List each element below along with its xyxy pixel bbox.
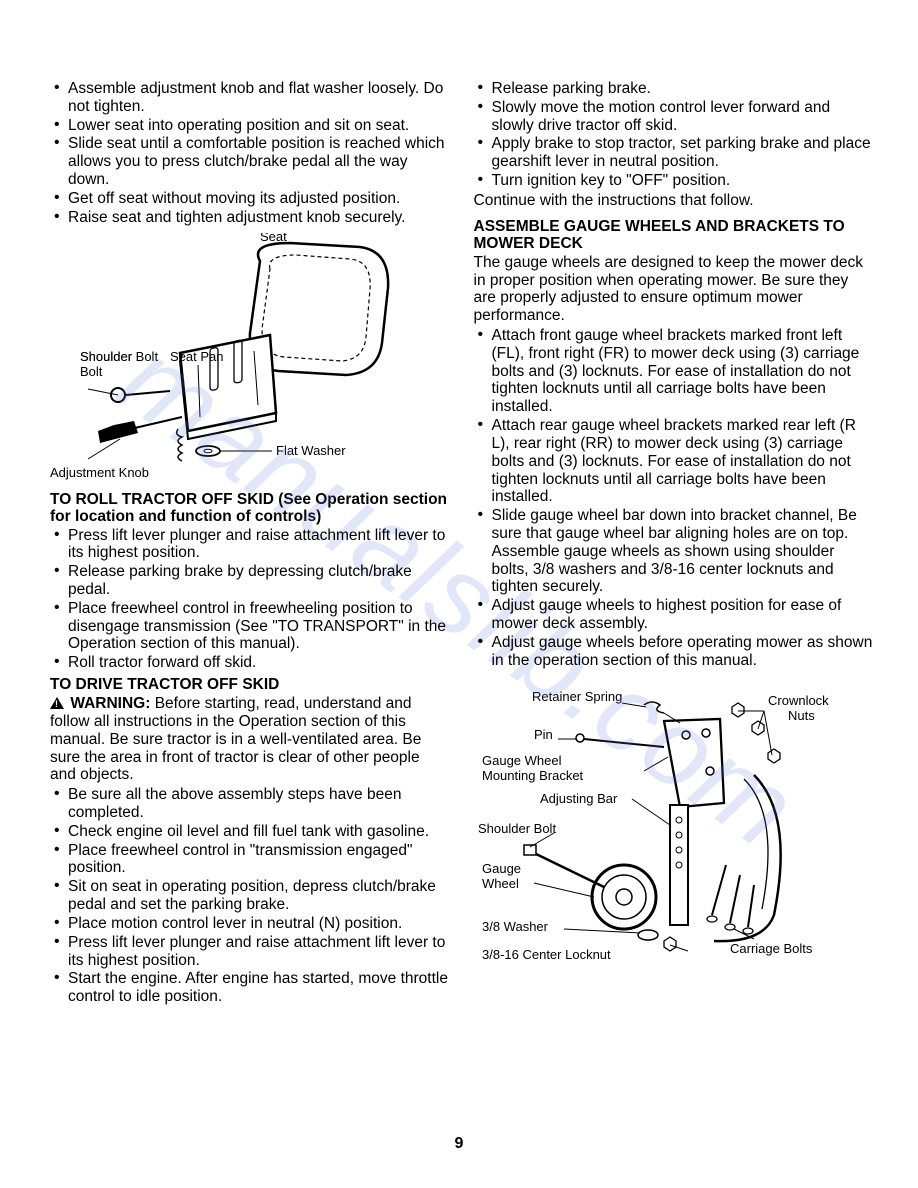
list-item: Lower seat into operating position and s… [50, 117, 450, 135]
diagram-label: Adjusting Bar [540, 791, 618, 806]
diagram-label: Retainer Spring [532, 689, 622, 704]
gauge-wheel-diagram: Retainer Spring Crownlock Nuts Pin Gauge… [474, 675, 874, 965]
heading-gauge-wheels: ASSEMBLE GAUGE WHEELS AND BRACKETS TO MO… [474, 218, 874, 252]
diagram-label: 3/8-16 Center Locknut [482, 947, 611, 962]
list-item: Place motion control lever in neutral (N… [50, 915, 450, 933]
heading-roll-skid: TO ROLL TRACTOR OFF SKID (See Operation … [50, 491, 450, 525]
manual-page: manualslib.com Assemble adjustment knob … [0, 0, 918, 1188]
list-item: Release parking brake by depressing clut… [50, 563, 450, 599]
list-item: Sit on seat in operating position, depre… [50, 878, 450, 914]
list-item: Attach front gauge wheel brackets marked… [474, 327, 874, 416]
warning-paragraph: WARNING: Before starting, read, understa… [50, 695, 450, 784]
list-item: Slide gauge wheel bar down into bracket … [474, 507, 874, 596]
diagram-label: Seat Pan [170, 349, 224, 364]
list-item: Check engine oil level and fill fuel tan… [50, 823, 450, 841]
list-item: Adjust gauge wheels to highest position … [474, 597, 874, 633]
list-item: Roll tractor forward off skid. [50, 654, 450, 672]
list-item: Adjust gauge wheels before operating mow… [474, 634, 874, 670]
drive-skid-list: Be sure all the above assembly steps hav… [50, 786, 450, 1006]
diagram-label: Pin [534, 727, 553, 742]
list-item: Press lift lever plunger and raise attac… [50, 527, 450, 563]
page-number: 9 [0, 1135, 918, 1153]
list-item: Release parking brake. [474, 80, 874, 98]
diagram-label: Gauge Wheel [482, 753, 562, 768]
list-item: Attach rear gauge wheel brackets marked … [474, 417, 874, 506]
diagram-label: Crownlock [768, 693, 829, 708]
list-item: Press lift lever plunger and raise attac… [50, 934, 450, 970]
list-item: Start the engine. After engine has start… [50, 970, 450, 1006]
drive-continuation-list: Release parking brake. Slowly move the m… [474, 80, 874, 190]
list-item: Place freewheel control in freewheeling … [50, 600, 450, 653]
diagram-label: Shoulder [80, 349, 133, 364]
diagram-label: Mounting Bracket [482, 768, 584, 783]
warning-triangle-icon [50, 697, 64, 709]
two-column-layout: Assemble adjustment knob and flat washer… [50, 80, 873, 1008]
list-item: Place freewheel control in "transmission… [50, 842, 450, 878]
list-item: Slide seat until a comfortable position … [50, 135, 450, 188]
assemble-seat-list: Assemble adjustment knob and flat washer… [50, 80, 450, 227]
list-item: Slowly move the motion control lever for… [474, 99, 874, 135]
list-item: Apply brake to stop tractor, set parking… [474, 135, 874, 171]
list-item: Raise seat and tighten adjustment knob s… [50, 209, 450, 227]
list-item: Turn ignition key to "OFF" position. [474, 172, 874, 190]
right-column: Release parking brake. Slowly move the m… [474, 80, 874, 1008]
heading-drive-skid: TO DRIVE TRACTOR OFF SKID [50, 676, 450, 693]
diagram-label: Bolt [80, 364, 103, 379]
diagram-label: Adjustment Knob [50, 465, 149, 480]
seat-diagram: Seat Shoulder Bolt Shoulder Bolt Seat Pa… [50, 233, 450, 483]
diagram-label: Shoulder Bolt [478, 821, 556, 836]
continue-line: Continue with the instructions that foll… [474, 192, 874, 210]
roll-skid-list: Press lift lever plunger and raise attac… [50, 527, 450, 673]
left-column: Assemble adjustment knob and flat washer… [50, 80, 450, 1008]
diagram-label: Seat [260, 233, 287, 244]
list-item: Assemble adjustment knob and flat washer… [50, 80, 450, 116]
warning-label: WARNING: [70, 695, 150, 712]
list-item: Be sure all the above assembly steps hav… [50, 786, 450, 822]
gauge-wheel-list: Attach front gauge wheel brackets marked… [474, 327, 874, 669]
diagram-label: Gauge [482, 861, 521, 876]
list-item: Get off seat without moving its adjusted… [50, 190, 450, 208]
gauge-intro: The gauge wheels are designed to keep th… [474, 254, 874, 325]
diagram-label: Nuts [788, 708, 815, 723]
diagram-label: Flat Washer [276, 443, 346, 458]
diagram-label: Wheel [482, 876, 519, 891]
diagram-label: 3/8 Washer [482, 919, 549, 934]
diagram-label: Carriage Bolts [730, 941, 813, 956]
